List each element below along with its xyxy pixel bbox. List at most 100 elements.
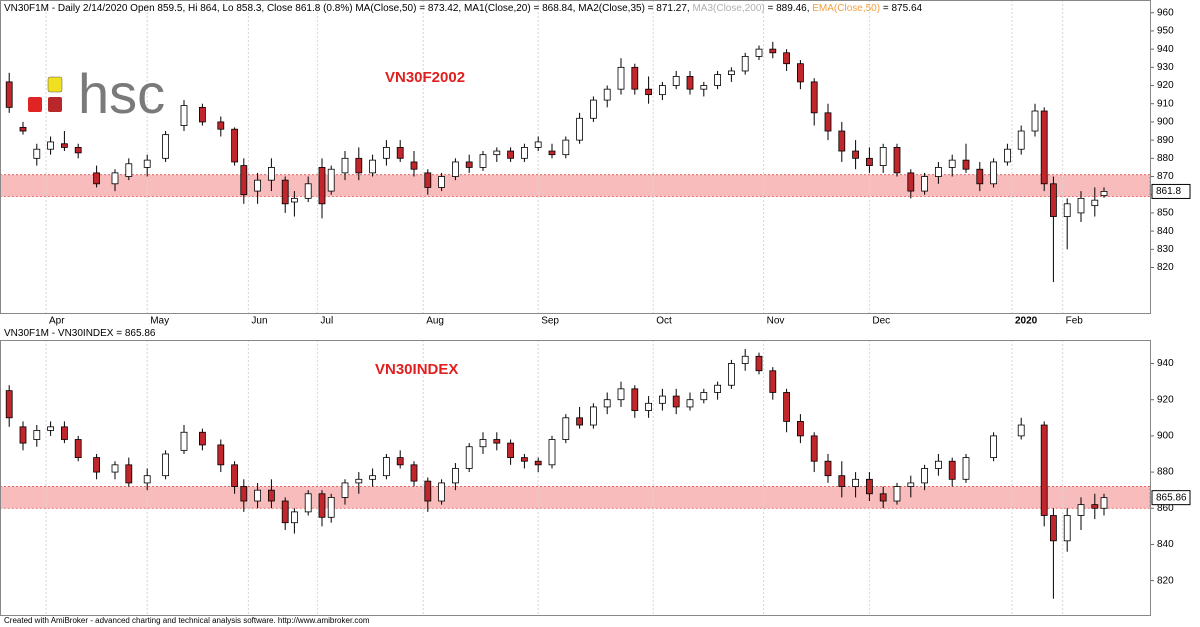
x-tick-label: Aug bbox=[426, 316, 444, 327]
candle-body bbox=[548, 439, 556, 466]
header-part: EMA(Close,50) bbox=[812, 3, 880, 14]
candle-body bbox=[893, 486, 901, 502]
candle-body bbox=[290, 511, 298, 524]
candle-body bbox=[810, 81, 818, 114]
candle-body bbox=[240, 486, 248, 502]
candle-body bbox=[267, 489, 275, 502]
candle-body bbox=[1004, 148, 1011, 163]
logo-square bbox=[47, 76, 63, 93]
y-tick-label: 940 bbox=[1157, 358, 1174, 369]
candle-body bbox=[19, 126, 27, 132]
candle-body bbox=[990, 435, 997, 458]
candle-body bbox=[741, 56, 749, 72]
y-tick-label: 840 bbox=[1157, 226, 1174, 237]
candle-body bbox=[576, 117, 583, 141]
candle-body bbox=[304, 183, 312, 199]
candle-body bbox=[61, 426, 68, 440]
candle-body bbox=[451, 468, 459, 484]
y-tick-label: 880 bbox=[1157, 153, 1174, 164]
candle-body bbox=[93, 457, 100, 473]
last-value-box bbox=[1151, 183, 1191, 199]
candle-body bbox=[47, 141, 54, 150]
candle-body bbox=[783, 392, 790, 422]
last-value-box bbox=[1151, 490, 1191, 506]
candle-body bbox=[1050, 183, 1057, 217]
candle-body bbox=[534, 460, 542, 466]
candle-body bbox=[355, 478, 363, 484]
x-tick-label: Sep bbox=[541, 316, 559, 327]
last-value-label: 865.86 bbox=[1156, 492, 1187, 503]
candle-body bbox=[217, 121, 225, 130]
candle-body bbox=[93, 172, 100, 185]
candle-body bbox=[396, 147, 404, 159]
x-tick-label: Nov bbox=[767, 316, 785, 327]
candle-body bbox=[562, 139, 570, 156]
candle-body bbox=[1100, 191, 1108, 197]
candle-body bbox=[617, 388, 625, 401]
y-tick-label: 820 bbox=[1157, 575, 1174, 586]
candle-body bbox=[1063, 515, 1071, 542]
x-tick-label: 2020 bbox=[1015, 316, 1038, 327]
candle-body bbox=[47, 426, 54, 431]
candle-body bbox=[755, 48, 763, 57]
pane: 820 840 860 880 900 920 940 865.86 VN30F1M - VN3… bbox=[0, 328, 1191, 616]
y-tick-label: 960 bbox=[1157, 7, 1174, 18]
candle-body bbox=[521, 147, 528, 159]
candle-body bbox=[231, 464, 239, 487]
candle-body bbox=[631, 66, 639, 90]
x-tick-label: May bbox=[150, 316, 169, 327]
candle-body bbox=[921, 468, 928, 484]
y-tick-label: 880 bbox=[1157, 467, 1174, 478]
candle-body bbox=[341, 482, 349, 498]
header-part: VN30F1M - VN30INDEX = 865.86 bbox=[4, 328, 156, 339]
candle-body bbox=[548, 150, 556, 156]
candle-body bbox=[921, 176, 928, 192]
y-tick-label: 820 bbox=[1157, 262, 1174, 273]
candle-body bbox=[318, 167, 326, 205]
x-tick-label: Oct bbox=[656, 316, 672, 327]
candle-body bbox=[327, 168, 335, 192]
candle-body bbox=[180, 431, 188, 451]
header-part: MA3(Close,200) bbox=[692, 3, 764, 14]
candle-body bbox=[493, 439, 501, 444]
candle-body bbox=[180, 105, 188, 126]
candle-body bbox=[700, 85, 708, 90]
y-tick-label: 840 bbox=[1157, 539, 1174, 550]
candle-body bbox=[1077, 197, 1085, 214]
candle-body bbox=[1040, 424, 1048, 516]
candle-body bbox=[281, 500, 289, 524]
candle-body bbox=[111, 464, 119, 473]
candle-body bbox=[879, 147, 887, 166]
candle-body bbox=[714, 384, 721, 393]
candle-body bbox=[617, 66, 625, 90]
candle-body bbox=[479, 439, 487, 448]
candle-body bbox=[369, 475, 377, 480]
last-value-label: 861.8 bbox=[1156, 186, 1181, 197]
candle-body bbox=[438, 482, 446, 502]
candle-body bbox=[728, 363, 735, 386]
candle-body bbox=[783, 52, 790, 65]
pane-frame bbox=[0, 340, 1151, 616]
candle-body bbox=[700, 392, 708, 401]
candle-body bbox=[410, 161, 418, 170]
candle-body bbox=[741, 355, 749, 364]
candle-body bbox=[824, 112, 832, 132]
candle-body bbox=[355, 157, 363, 174]
candle-body bbox=[576, 417, 583, 426]
candle-body bbox=[962, 457, 970, 480]
candle-body bbox=[162, 134, 170, 159]
candle-body bbox=[74, 439, 82, 458]
candle-body bbox=[61, 143, 68, 148]
candle-body bbox=[493, 150, 501, 156]
candle-body bbox=[125, 464, 133, 484]
x-tick-label: Feb bbox=[1066, 316, 1084, 327]
candle-body bbox=[254, 489, 262, 502]
candle-body bbox=[1077, 504, 1085, 516]
candle-body bbox=[603, 399, 611, 408]
candle-body bbox=[631, 388, 639, 411]
y-tick-label: 870 bbox=[1157, 171, 1174, 182]
candle-body bbox=[935, 460, 942, 469]
candle-body bbox=[304, 493, 312, 513]
candle-body bbox=[590, 99, 597, 119]
